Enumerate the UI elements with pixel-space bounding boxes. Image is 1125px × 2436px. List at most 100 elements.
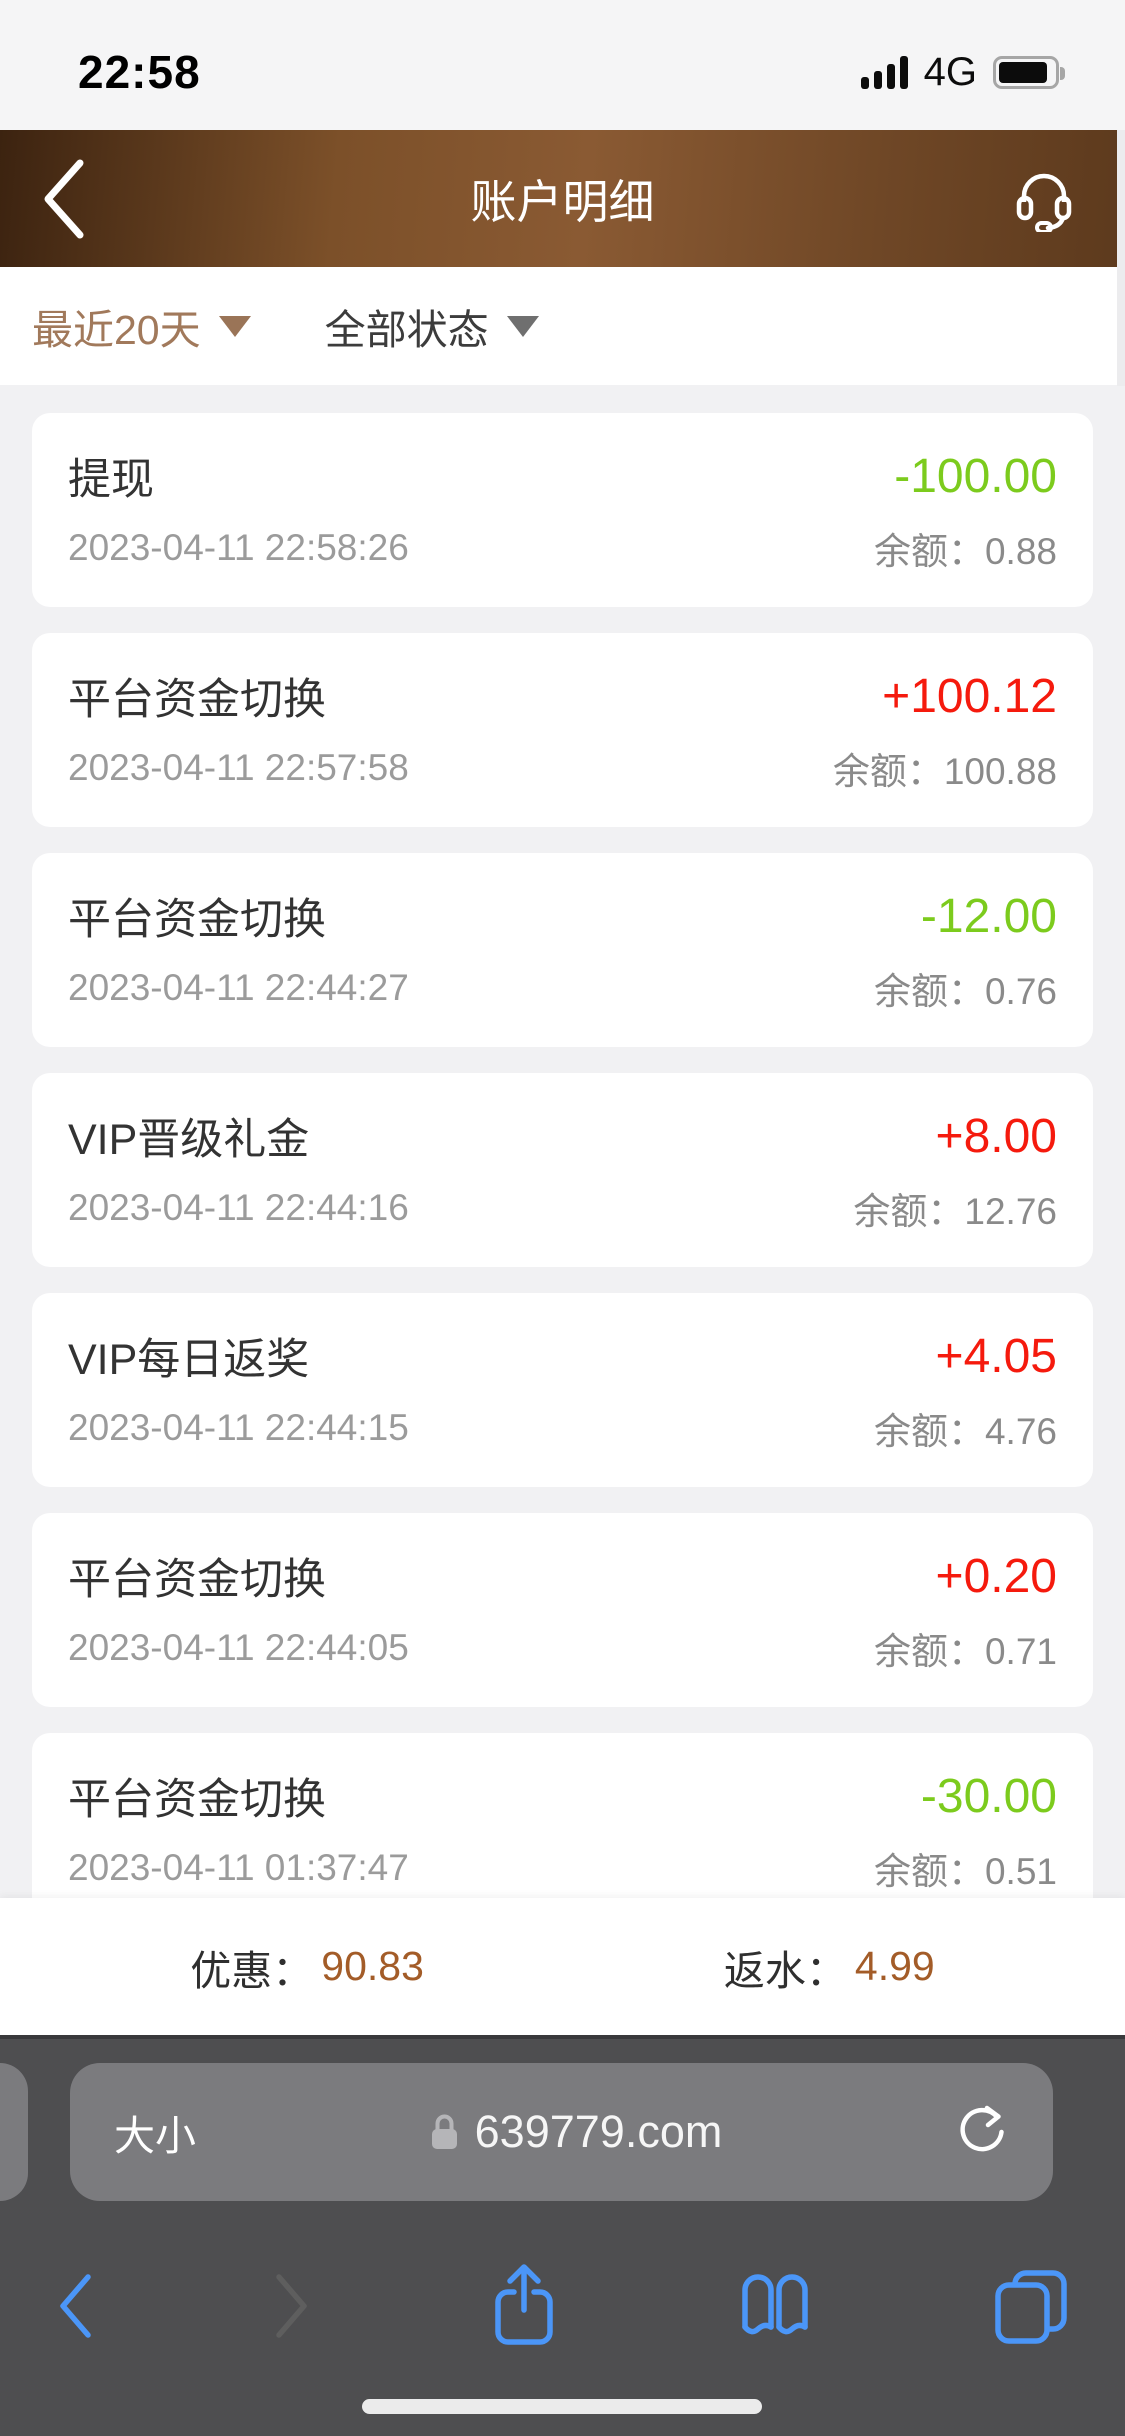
balance-label: 余额： [873, 1851, 985, 1892]
transaction-top-row: 平台资金切换 -12.00 [68, 885, 1057, 947]
transaction-amount: +100.12 [882, 669, 1057, 723]
transaction-balance: 余额：100.88 [833, 741, 1057, 795]
transaction-bottom-row: 2023-04-11 22:44:16 余额：12.76 [68, 1181, 1057, 1235]
text-size-button[interactable]: 大小 [114, 2102, 196, 2162]
balance-value: 100.88 [943, 751, 1057, 792]
lock-icon [429, 2113, 460, 2152]
transaction-type: 提现 [68, 456, 154, 504]
balance-value: 0.51 [984, 1851, 1057, 1892]
transaction-amount: +8.00 [935, 1109, 1057, 1163]
transaction-datetime: 2023-04-11 01:37:47 [68, 1847, 409, 1888]
balance-value: 0.88 [984, 531, 1057, 572]
url-display: 639779.com [429, 2106, 723, 2158]
status-bar: 22:58 4G [0, 0, 1125, 130]
balance-label: 余额： [873, 1631, 985, 1672]
transaction-card[interactable]: 平台资金切换 -30.00 2023-04-11 01:37:47 余额：0.5… [32, 1733, 1093, 1898]
balance-label: 余额： [873, 531, 985, 572]
promo-value: 90.83 [321, 1943, 424, 1989]
transaction-datetime: 2023-04-11 22:44:15 [68, 1407, 409, 1448]
rebate-value: 4.99 [854, 1943, 935, 1989]
transaction-top-row: VIP每日返奖 +4.05 [68, 1325, 1057, 1387]
transaction-bottom-row: 2023-04-11 22:44:27 余额：0.76 [68, 961, 1057, 1015]
transaction-datetime: 2023-04-11 22:44:16 [68, 1187, 409, 1228]
transaction-amount: -12.00 [920, 889, 1057, 943]
forward-chevron-icon [273, 2272, 311, 2340]
url-text: 639779.com [474, 2106, 723, 2157]
browser-toolbar [0, 2231, 1125, 2381]
back-chevron-icon [38, 157, 90, 241]
status-icons: 4G [860, 49, 1067, 95]
transaction-amount: -30.00 [920, 1769, 1057, 1823]
transaction-balance: 余额：0.71 [874, 1621, 1057, 1675]
balance-label: 余额： [832, 751, 944, 792]
date-range-filter[interactable]: 最近20天 [32, 296, 251, 356]
previous-tab-edge[interactable] [0, 2063, 28, 2201]
transaction-type: 平台资金切换 [68, 896, 326, 944]
filter-bar: 最近20天 全部状态 [0, 267, 1125, 385]
transaction-card[interactable]: 提现 -100.00 2023-04-11 22:58:26 余额：0.88 [32, 413, 1093, 607]
page-title: 账户明细 [470, 175, 655, 228]
customer-service-button[interactable] [1011, 166, 1077, 232]
balance-value: 0.76 [984, 971, 1057, 1012]
date-range-filter-label: 最近20天 [32, 307, 201, 353]
transaction-amount: -100.00 [894, 449, 1057, 503]
share-button[interactable] [491, 2262, 557, 2350]
transaction-balance: 余额：0.76 [874, 961, 1057, 1015]
transaction-balance: 余额：0.88 [874, 521, 1057, 575]
url-bar[interactable]: 大小 639779.com [70, 2063, 1053, 2201]
bookmarks-button[interactable] [736, 2273, 814, 2339]
transaction-top-row: VIP晋级礼金 +8.00 [68, 1105, 1057, 1167]
rebate-summary: 返水： 4.99 [724, 1937, 935, 1997]
transaction-card[interactable]: VIP每日返奖 +4.05 2023-04-11 22:44:15 余额：4.7… [32, 1293, 1093, 1487]
transaction-type: 平台资金切换 [68, 1776, 326, 1824]
transaction-bottom-row: 2023-04-11 22:44:05 余额：0.71 [68, 1621, 1057, 1675]
share-icon [491, 2262, 557, 2350]
network-type-label: 4G [923, 49, 977, 94]
transaction-list: 提现 -100.00 2023-04-11 22:58:26 余额：0.88 平… [0, 385, 1125, 1898]
transaction-top-row: 平台资金切换 -30.00 [68, 1765, 1057, 1827]
reload-icon [955, 2105, 1009, 2159]
browser-chrome: 大小 639779.com [0, 2035, 1125, 2436]
balance-label: 余额： [873, 1411, 985, 1452]
chevron-down-icon [218, 315, 251, 337]
battery-icon [993, 55, 1065, 89]
home-indicator[interactable] [362, 2399, 762, 2414]
transaction-card[interactable]: 平台资金切换 -12.00 2023-04-11 22:44:27 余额：0.7… [32, 853, 1093, 1047]
balance-value: 4.76 [984, 1411, 1057, 1452]
promo-summary: 优惠： 90.83 [190, 1937, 424, 1997]
transaction-card[interactable]: VIP晋级礼金 +8.00 2023-04-11 22:44:16 余额：12.… [32, 1073, 1093, 1267]
tabs-icon [993, 2268, 1069, 2344]
rebate-label: 返水： [723, 1947, 847, 1994]
balance-value: 12.76 [964, 1191, 1057, 1232]
app-header: 账户明细 [0, 130, 1125, 267]
headset-icon [1011, 166, 1077, 232]
summary-bar: 优惠： 90.83 返水： 4.99 [0, 1898, 1125, 2035]
signal-strength-icon [860, 55, 908, 89]
transaction-bottom-row: 2023-04-11 22:44:15 余额：4.76 [68, 1401, 1057, 1455]
transaction-type: VIP每日返奖 [68, 1336, 310, 1384]
transaction-card[interactable]: 平台资金切换 +100.12 2023-04-11 22:57:58 余额：10… [32, 633, 1093, 827]
transaction-balance: 余额：0.51 [874, 1841, 1057, 1895]
transaction-bottom-row: 2023-04-11 01:37:47 余额：0.51 [68, 1841, 1057, 1895]
balance-label: 余额： [853, 1191, 965, 1232]
balance-value: 0.71 [984, 1631, 1057, 1672]
browser-forward-button[interactable] [273, 2272, 311, 2340]
status-time: 22:58 [78, 46, 201, 98]
transaction-type: 平台资金切换 [68, 676, 326, 724]
status-filter[interactable]: 全部状态 [325, 296, 539, 356]
transaction-bottom-row: 2023-04-11 22:58:26 余额：0.88 [68, 521, 1057, 575]
transaction-datetime: 2023-04-11 22:44:27 [68, 967, 409, 1008]
transaction-top-row: 提现 -100.00 [68, 445, 1057, 507]
transaction-top-row: 平台资金切换 +0.20 [68, 1545, 1057, 1607]
transaction-datetime: 2023-04-11 22:44:05 [68, 1627, 409, 1668]
transaction-amount: +4.05 [935, 1329, 1057, 1383]
back-button[interactable] [38, 157, 90, 241]
browser-back-button[interactable] [56, 2272, 94, 2340]
transaction-type: VIP晋级礼金 [68, 1116, 310, 1164]
balance-label: 余额： [873, 971, 985, 1012]
tabs-button[interactable] [993, 2268, 1069, 2344]
scrollbar-track[interactable] [1117, 130, 1125, 386]
reload-button[interactable] [955, 2105, 1009, 2159]
transaction-card[interactable]: 平台资金切换 +0.20 2023-04-11 22:44:05 余额：0.71 [32, 1513, 1093, 1707]
